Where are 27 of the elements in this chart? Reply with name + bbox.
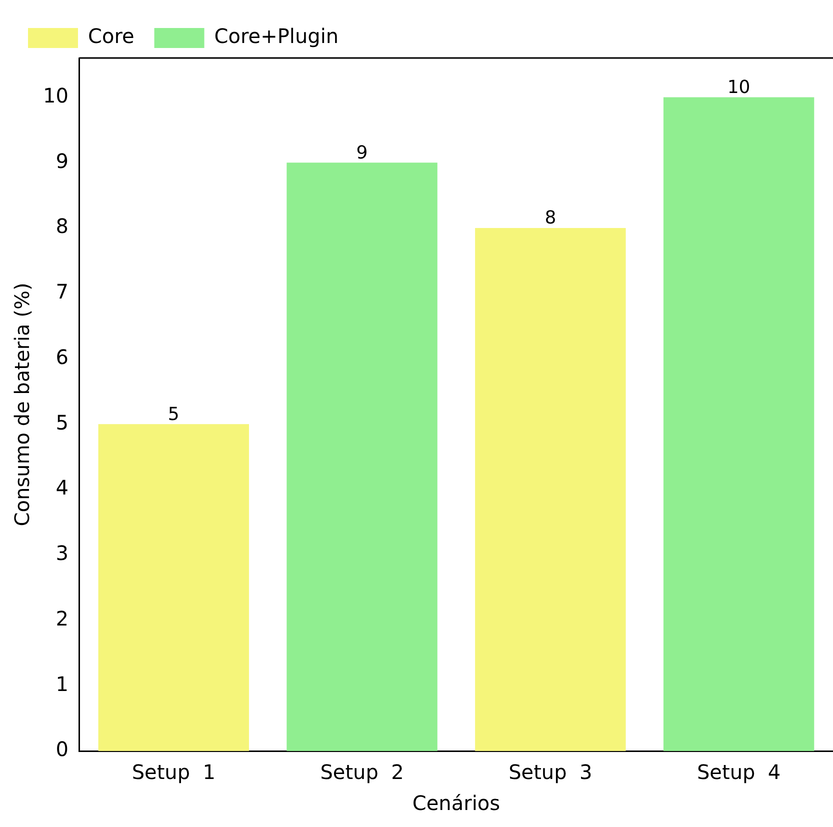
legend-label: Core+Plugin	[214, 24, 339, 48]
y-tick-label: 9	[56, 148, 68, 173]
bar	[286, 162, 438, 751]
y-tick-label: 4	[56, 476, 68, 500]
y-tick-label: 1	[56, 672, 68, 696]
data-label: 10	[727, 76, 750, 98]
x-axis-title: Cenários	[412, 791, 500, 816]
x-tick-label: Setup 2	[320, 760, 404, 784]
x-tick-label: Setup 4	[696, 760, 781, 784]
data-label: 5	[168, 404, 180, 425]
y-tick-label: 0	[56, 737, 68, 762]
y-tick-label: 6	[56, 344, 68, 369]
y-tick-label: 2	[56, 606, 68, 630]
y-tick-label: 10	[42, 83, 68, 108]
y-tick-label: 3	[56, 541, 68, 566]
data-label: 9	[356, 142, 368, 164]
y-tick-label: 5	[56, 410, 68, 434]
legend-label: Core	[88, 24, 134, 48]
y-tick-label: 8	[56, 214, 68, 238]
bar	[98, 424, 249, 751]
bar	[663, 97, 814, 751]
y-tick-label: 7	[56, 280, 68, 304]
bar	[475, 228, 626, 751]
data-label: 8	[544, 208, 556, 229]
x-tick-label: Setup 3	[508, 760, 592, 784]
x-tick-label: Setup 1	[132, 760, 216, 784]
y-axis-title: Consumo de bateria (%)	[10, 282, 34, 526]
